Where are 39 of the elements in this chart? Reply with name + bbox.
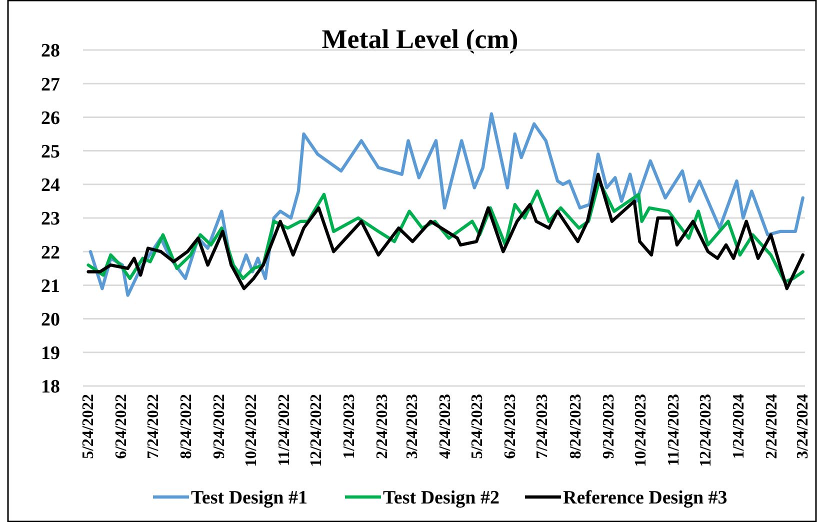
y-tick-label: 21 <box>41 276 60 297</box>
y-tick-label: 20 <box>41 309 60 330</box>
y-tick-label: 24 <box>41 175 60 196</box>
x-tick-label: 2/24/2023 <box>374 394 392 459</box>
y-tick-label: 18 <box>41 376 60 398</box>
x-tick-label: 11/24/2023 <box>665 394 682 466</box>
x-tick-label: 10/24/2023 <box>632 394 650 467</box>
x-tick-label: 7/24/2022 <box>144 394 162 459</box>
x-tick-label: 2/24/2024 <box>763 394 780 459</box>
chart-title: Metal Level (cm) <box>322 24 518 54</box>
line-series <box>88 112 804 297</box>
x-tick-label: 12/24/2023 <box>697 394 714 467</box>
y-tick-label: 26 <box>41 108 60 129</box>
y-tick-label: 22 <box>41 242 60 264</box>
y-tick-label: 27 <box>41 74 60 96</box>
x-tick-label: 7/24/2023 <box>534 394 552 459</box>
x-tick-label: 10/24/2022 <box>243 394 260 467</box>
x-tick-label: 4/24/2023 <box>437 394 454 459</box>
x-tick-label: 9/24/2022 <box>211 394 228 459</box>
x-tick-label: 1/24/2024 <box>730 394 748 459</box>
legend-label: Reference Design #3 <box>563 488 728 509</box>
y-tick-label: 25 <box>41 141 60 162</box>
y-tick-label: 28 <box>41 40 60 62</box>
x-tick-label: 3/24/2024 <box>794 394 812 459</box>
x-tick-label: 5/24/2022 <box>80 394 97 459</box>
x-tick-label: 11/24/2022 <box>276 394 294 466</box>
x-tick-label: 1/24/2023 <box>341 394 358 459</box>
x-tick-label: 6/24/2022 <box>112 394 130 459</box>
x-tick-label: 9/24/2023 <box>600 394 618 459</box>
x-tick-label: 8/24/2023 <box>567 394 584 459</box>
y-tick-label: 19 <box>41 343 60 364</box>
x-tick-label: 12/24/2022 <box>308 394 326 467</box>
legend-label: Test Design #1 <box>191 488 308 509</box>
x-tick-label: 6/24/2023 <box>502 394 520 459</box>
x-tick-label: 8/24/2022 <box>178 394 195 459</box>
y-tick-label: 23 <box>41 208 60 230</box>
x-tick-label: 3/24/2023 <box>404 394 422 459</box>
x-tick-label: 5/24/2023 <box>469 394 486 459</box>
legend-label: Test Design #2 <box>383 488 500 509</box>
